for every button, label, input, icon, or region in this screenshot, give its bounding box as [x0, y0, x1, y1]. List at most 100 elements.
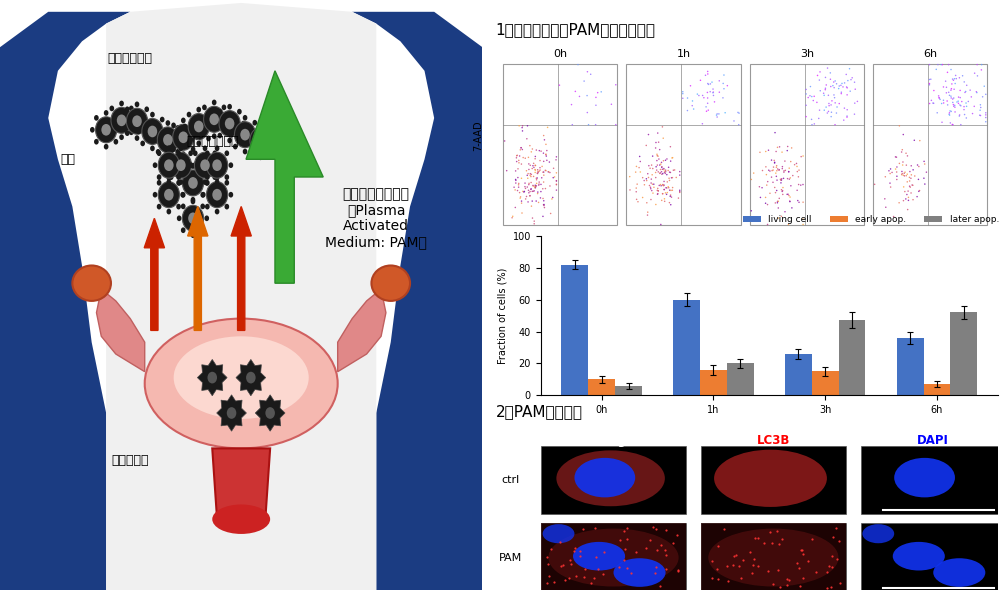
Bar [542, 445, 685, 514]
Point [823, 82, 839, 91]
Point [826, 77, 842, 87]
Point [527, 183, 543, 192]
Point [959, 113, 975, 123]
Point [657, 165, 673, 175]
Circle shape [102, 124, 111, 136]
Circle shape [171, 123, 176, 128]
Circle shape [163, 134, 173, 146]
Point [508, 203, 524, 212]
Ellipse shape [862, 524, 894, 543]
Point [791, 198, 807, 207]
Circle shape [160, 140, 165, 146]
Point [549, 179, 565, 189]
Point [529, 175, 545, 185]
Point [771, 165, 787, 175]
Circle shape [191, 146, 195, 152]
Point [774, 174, 790, 183]
Point [586, 573, 602, 583]
Point [746, 555, 762, 564]
Point [702, 87, 719, 96]
Point [789, 162, 805, 171]
Circle shape [165, 162, 170, 168]
Circle shape [265, 407, 275, 419]
Point [819, 567, 835, 576]
Point [944, 84, 960, 93]
Circle shape [194, 120, 204, 132]
Point [638, 174, 654, 183]
Text: 2．PAM诱导自噬: 2．PAM诱导自噬 [495, 404, 583, 419]
Point [939, 96, 955, 106]
Point [648, 200, 664, 209]
Point [839, 112, 855, 121]
Point [664, 183, 680, 192]
Circle shape [157, 150, 162, 156]
Circle shape [145, 130, 149, 136]
Point [575, 525, 591, 534]
Circle shape [166, 154, 170, 160]
Point [798, 100, 814, 110]
Point [510, 186, 526, 195]
Text: 腹水: 腹水 [60, 153, 75, 166]
Point [709, 110, 725, 120]
Point [538, 166, 554, 175]
Circle shape [209, 113, 219, 125]
Point [628, 162, 644, 171]
Point [774, 164, 790, 173]
Point [775, 183, 791, 192]
Point [945, 94, 961, 104]
Point [645, 523, 661, 532]
Point [946, 76, 962, 85]
Point [839, 90, 855, 100]
Point [640, 130, 656, 139]
Point [520, 173, 536, 183]
Point [776, 168, 792, 177]
Circle shape [181, 192, 186, 198]
Point [795, 214, 811, 224]
Bar [588, 379, 615, 395]
Point [958, 87, 974, 96]
Point [521, 159, 537, 169]
Point [646, 179, 662, 189]
Circle shape [233, 144, 237, 149]
Point [816, 88, 832, 98]
Circle shape [240, 129, 250, 140]
Circle shape [228, 162, 233, 168]
Point [654, 163, 670, 172]
Point [641, 161, 657, 171]
Point [535, 184, 551, 194]
Point [949, 97, 965, 107]
Point [759, 170, 775, 179]
Point [900, 196, 917, 205]
Circle shape [176, 180, 181, 186]
Point [712, 76, 728, 86]
Point [526, 172, 542, 181]
Point [533, 187, 549, 196]
Point [947, 103, 963, 112]
Point [893, 167, 910, 176]
Point [509, 157, 525, 166]
Point [896, 169, 913, 178]
Circle shape [177, 180, 182, 186]
Point [539, 578, 555, 588]
Point [930, 108, 946, 117]
Point [888, 175, 904, 184]
Point [898, 149, 915, 158]
Point [655, 156, 671, 165]
Point [952, 73, 968, 83]
Point [645, 164, 661, 173]
Point [777, 156, 793, 166]
Point [656, 164, 672, 173]
Point [978, 117, 994, 126]
Circle shape [227, 137, 232, 143]
Circle shape [273, 115, 278, 120]
Bar [673, 300, 700, 395]
Point [932, 93, 948, 103]
Point [809, 97, 825, 107]
Point [661, 176, 677, 185]
Point [903, 161, 920, 171]
Point [509, 153, 525, 162]
Point [936, 82, 952, 91]
Point [660, 163, 676, 172]
Polygon shape [338, 289, 386, 372]
Point [922, 79, 938, 88]
